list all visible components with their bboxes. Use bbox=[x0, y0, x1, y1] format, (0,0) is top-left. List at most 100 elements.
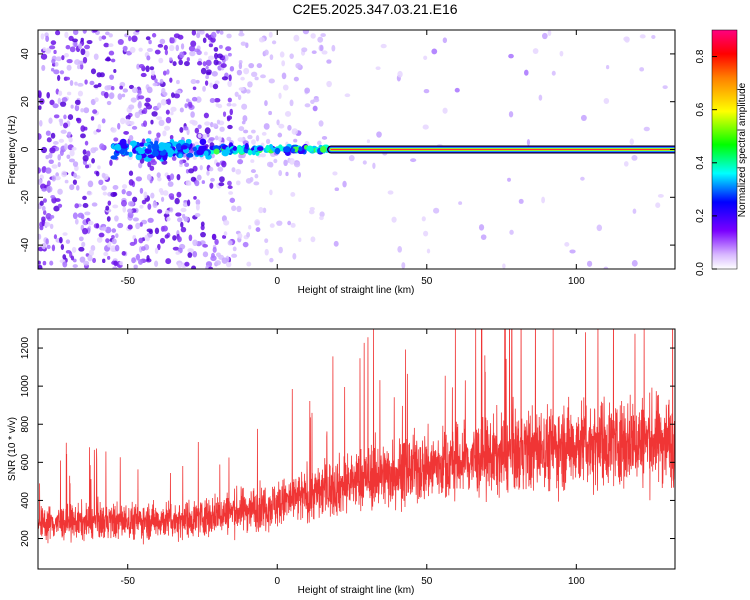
spectrogram-point bbox=[115, 233, 119, 239]
spectrogram-point bbox=[151, 33, 157, 38]
spectrogram-point bbox=[91, 158, 95, 164]
spectrogram-point bbox=[454, 87, 460, 93]
spectrogram-point bbox=[226, 136, 232, 142]
spectrogram-point bbox=[184, 162, 190, 168]
spectrogram-point bbox=[190, 176, 196, 182]
spectrogram-point bbox=[253, 145, 259, 152]
spectrogram-point bbox=[203, 51, 208, 56]
spectrogram-point bbox=[263, 123, 270, 130]
spectrogram-point bbox=[152, 201, 158, 209]
colorbar-tick-label: 0.4 bbox=[695, 155, 706, 169]
spectrogram-point bbox=[177, 236, 182, 243]
spectrogram-point bbox=[109, 92, 115, 100]
spectrogram-point bbox=[289, 53, 294, 59]
spectrogram-point bbox=[239, 30, 244, 35]
spectrogram-point bbox=[49, 99, 55, 106]
spectrogram-point bbox=[662, 85, 668, 90]
spectrogram-point bbox=[189, 50, 196, 57]
spectrogram-point bbox=[225, 46, 232, 52]
spectrogram-point bbox=[291, 148, 296, 153]
spectrogram-point bbox=[214, 80, 220, 85]
spectrogram-point bbox=[108, 50, 115, 56]
spectrogram-point bbox=[82, 30, 87, 34]
spectrogram-point bbox=[146, 173, 152, 181]
spectrogram-point bbox=[175, 212, 182, 217]
spectrogram-point bbox=[169, 44, 175, 52]
spectrogram-point bbox=[88, 249, 94, 257]
spectrogram-point bbox=[229, 108, 234, 116]
spectrogram-point bbox=[287, 124, 292, 131]
spectrogram-point bbox=[195, 199, 201, 206]
spectrogram-point bbox=[93, 147, 99, 152]
spectrogram-point bbox=[138, 64, 145, 69]
spectrogram-point bbox=[302, 30, 310, 35]
x-tick-label: 50 bbox=[421, 576, 433, 587]
spectrogram-point bbox=[66, 154, 71, 160]
spectrogram-point bbox=[59, 149, 64, 157]
spectrogram-point bbox=[132, 196, 138, 203]
spectrogram-point bbox=[152, 82, 158, 87]
spectrogram-point bbox=[159, 78, 164, 84]
spectrogram-point bbox=[114, 215, 119, 222]
spectrogram-point bbox=[306, 145, 314, 152]
spectrogram-point bbox=[72, 264, 78, 268]
spectrogram-point bbox=[194, 127, 200, 134]
spectrogram-point bbox=[507, 177, 511, 182]
colorbar-tick-label: 0.6 bbox=[695, 102, 706, 116]
spectrogram-point bbox=[214, 52, 219, 60]
spectrogram-point bbox=[60, 244, 65, 251]
snr-panel: -50 0 50 100 200 400 600 800 1000 1200 Height of… bbox=[7, 328, 676, 596]
spectrogram-point bbox=[59, 236, 63, 244]
spectrogram-point bbox=[542, 32, 548, 40]
spectrogram-point bbox=[49, 147, 56, 154]
spectrogram-point bbox=[183, 60, 190, 67]
spectrogram-point bbox=[137, 149, 146, 155]
spectrogram-point bbox=[158, 57, 164, 64]
spectrogram-point bbox=[246, 232, 251, 238]
spectrogram-point bbox=[104, 91, 109, 99]
spectrogram-point bbox=[72, 258, 77, 263]
spectrogram-point bbox=[207, 55, 215, 61]
spectrogram-point bbox=[175, 251, 181, 255]
spectrogram-point bbox=[219, 176, 225, 183]
spectrogram-point bbox=[255, 151, 260, 156]
spectrogram-point bbox=[83, 260, 90, 266]
spectrogram-point bbox=[160, 190, 165, 196]
spectrogram-point bbox=[157, 43, 164, 48]
spectrogram-point bbox=[251, 150, 256, 156]
spectrogram-point bbox=[183, 216, 189, 222]
spectrogram-point bbox=[227, 97, 232, 103]
spectrogram-point bbox=[250, 129, 256, 134]
spectrogram-point bbox=[174, 197, 180, 205]
spectrogram-point bbox=[269, 257, 274, 263]
spectrogram-point bbox=[138, 258, 144, 265]
spectrogram-point bbox=[205, 33, 209, 38]
spectrogram-point bbox=[142, 107, 148, 115]
spectrogram-point bbox=[46, 180, 51, 187]
spectrogram-point bbox=[129, 241, 136, 246]
x-tick-label: 100 bbox=[568, 576, 585, 587]
spectrogram-point bbox=[202, 61, 207, 67]
spectrogram-point bbox=[260, 153, 266, 158]
spectrogram-point bbox=[442, 107, 448, 114]
spectrogram-point bbox=[99, 143, 105, 150]
spectrogram-point bbox=[185, 138, 192, 145]
spectrogram-point bbox=[41, 219, 46, 227]
spectrogram-point bbox=[192, 251, 198, 258]
spectrogram-point bbox=[253, 181, 260, 186]
spectrogram-point bbox=[237, 232, 243, 239]
snr-y-ticks: 200 400 600 800 1000 1200 bbox=[20, 336, 675, 547]
spectrogram-point bbox=[203, 112, 209, 119]
spectrogram-point bbox=[179, 126, 184, 133]
spectrogram-point bbox=[366, 139, 371, 144]
spectrogram-point bbox=[319, 211, 325, 218]
spectrogram-point bbox=[228, 74, 232, 82]
y-tick-label: 40 bbox=[20, 48, 31, 60]
spectrogram-point bbox=[264, 248, 269, 256]
spectrogram-point bbox=[165, 209, 170, 215]
spectrogram-point bbox=[458, 201, 463, 205]
spectrogram-point bbox=[180, 207, 187, 213]
spectrogram-point bbox=[623, 161, 629, 167]
spectrogram-point bbox=[231, 103, 237, 107]
spectrogram-point bbox=[105, 226, 112, 234]
